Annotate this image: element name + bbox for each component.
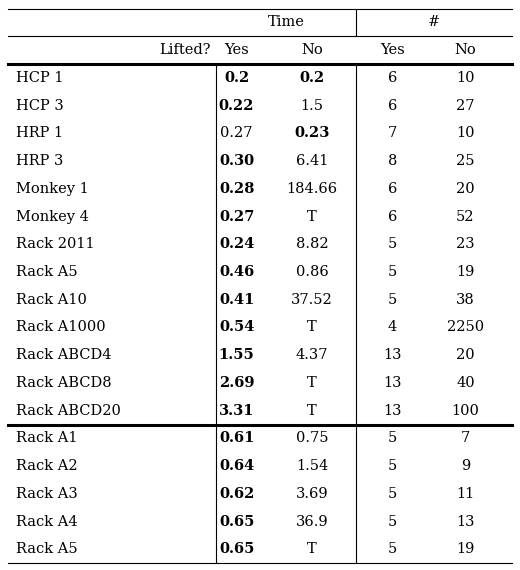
Text: 5: 5 (388, 459, 397, 473)
Text: Rack ABCD8: Rack ABCD8 (16, 376, 111, 390)
Text: 10: 10 (456, 127, 475, 140)
Text: 37.52: 37.52 (291, 293, 333, 307)
Text: Rack A1: Rack A1 (16, 431, 77, 445)
Text: 27: 27 (456, 99, 475, 113)
Text: Yes: Yes (224, 43, 249, 57)
Text: 7: 7 (388, 127, 397, 140)
Text: 0.23: 0.23 (294, 127, 330, 140)
Text: 0.22: 0.22 (219, 99, 254, 113)
Text: 100: 100 (451, 404, 479, 418)
Text: 2250: 2250 (447, 320, 484, 335)
Text: 0.61: 0.61 (219, 431, 254, 445)
Text: 0.27: 0.27 (219, 210, 254, 223)
Text: Monkey 4: Monkey 4 (16, 210, 88, 223)
Text: 5: 5 (388, 237, 397, 251)
Text: 0.65: 0.65 (219, 515, 254, 528)
Text: 0.64: 0.64 (219, 459, 254, 473)
Text: 1.54: 1.54 (296, 459, 328, 473)
Text: 1.5: 1.5 (301, 99, 323, 113)
Text: T: T (307, 542, 317, 556)
Text: 36.9: 36.9 (296, 515, 328, 528)
Text: 13: 13 (383, 348, 402, 362)
Text: 0.62: 0.62 (219, 487, 254, 501)
Text: No: No (454, 43, 476, 57)
Text: 0.46: 0.46 (219, 265, 254, 279)
Text: T: T (307, 210, 317, 223)
Text: 5: 5 (388, 293, 397, 307)
Text: Rack 2011: Rack 2011 (16, 237, 94, 251)
Text: 5: 5 (388, 542, 397, 556)
Text: 52: 52 (456, 210, 475, 223)
Text: 19: 19 (456, 265, 475, 279)
Text: 4: 4 (388, 320, 397, 335)
Text: 6.41: 6.41 (296, 154, 328, 168)
Text: Rack A5: Rack A5 (16, 265, 77, 279)
Text: T: T (307, 376, 317, 390)
Text: 5: 5 (388, 431, 397, 445)
Text: 0.41: 0.41 (219, 293, 254, 307)
Text: 0.75: 0.75 (296, 431, 328, 445)
Text: 0.30: 0.30 (219, 154, 254, 168)
Text: HRP 3: HRP 3 (16, 154, 63, 168)
Text: Yes: Yes (380, 43, 405, 57)
Text: 13: 13 (456, 515, 475, 528)
Text: 7: 7 (461, 431, 470, 445)
Text: 0.54: 0.54 (219, 320, 254, 335)
Text: 8: 8 (388, 154, 397, 168)
Text: 0.86: 0.86 (296, 265, 328, 279)
Text: 5: 5 (388, 487, 397, 501)
Text: 6: 6 (388, 210, 397, 223)
Text: #: # (428, 15, 440, 30)
Text: 2.69: 2.69 (219, 376, 254, 390)
Text: 4.37: 4.37 (296, 348, 328, 362)
Text: Lifted?: Lifted? (159, 43, 211, 57)
Text: 38: 38 (456, 293, 475, 307)
Text: 6: 6 (388, 71, 397, 85)
Text: HRP 1: HRP 1 (16, 127, 63, 140)
Text: Rack A2: Rack A2 (16, 459, 77, 473)
Text: Rack A10: Rack A10 (16, 293, 86, 307)
Text: Rack ABCD4: Rack ABCD4 (16, 348, 111, 362)
Text: T: T (307, 320, 317, 335)
Text: 11: 11 (456, 487, 475, 501)
Text: 0.2: 0.2 (300, 71, 324, 85)
Text: 0.2: 0.2 (224, 71, 249, 85)
Text: 25: 25 (456, 154, 475, 168)
Text: 3.69: 3.69 (296, 487, 328, 501)
Text: 6: 6 (388, 182, 397, 196)
Text: 13: 13 (383, 376, 402, 390)
Text: 13: 13 (383, 404, 402, 418)
Text: Rack A1000: Rack A1000 (16, 320, 105, 335)
Text: Rack A3: Rack A3 (16, 487, 77, 501)
Text: 184.66: 184.66 (287, 182, 337, 196)
Text: 20: 20 (456, 182, 475, 196)
Text: Rack A4: Rack A4 (16, 515, 77, 528)
Text: 0.28: 0.28 (219, 182, 254, 196)
Text: Rack A5: Rack A5 (16, 542, 77, 556)
Text: 20: 20 (456, 348, 475, 362)
Text: 3.31: 3.31 (219, 404, 254, 418)
Text: No: No (301, 43, 323, 57)
Text: 5: 5 (388, 515, 397, 528)
Text: 0.27: 0.27 (220, 127, 253, 140)
Text: 40: 40 (456, 376, 475, 390)
Text: 23: 23 (456, 237, 475, 251)
Text: Rack ABCD20: Rack ABCD20 (16, 404, 121, 418)
Text: 9: 9 (461, 459, 470, 473)
Text: Time: Time (268, 15, 304, 30)
Text: Monkey 1: Monkey 1 (16, 182, 88, 196)
Text: 0.65: 0.65 (219, 542, 254, 556)
Text: HCP 3: HCP 3 (16, 99, 63, 113)
Text: 19: 19 (456, 542, 475, 556)
Text: 10: 10 (456, 71, 475, 85)
Text: 8.82: 8.82 (296, 237, 328, 251)
Text: 6: 6 (388, 99, 397, 113)
Text: T: T (307, 404, 317, 418)
Text: HCP 1: HCP 1 (16, 71, 63, 85)
Text: 1.55: 1.55 (219, 348, 254, 362)
Text: 0.24: 0.24 (219, 237, 254, 251)
Text: 5: 5 (388, 265, 397, 279)
